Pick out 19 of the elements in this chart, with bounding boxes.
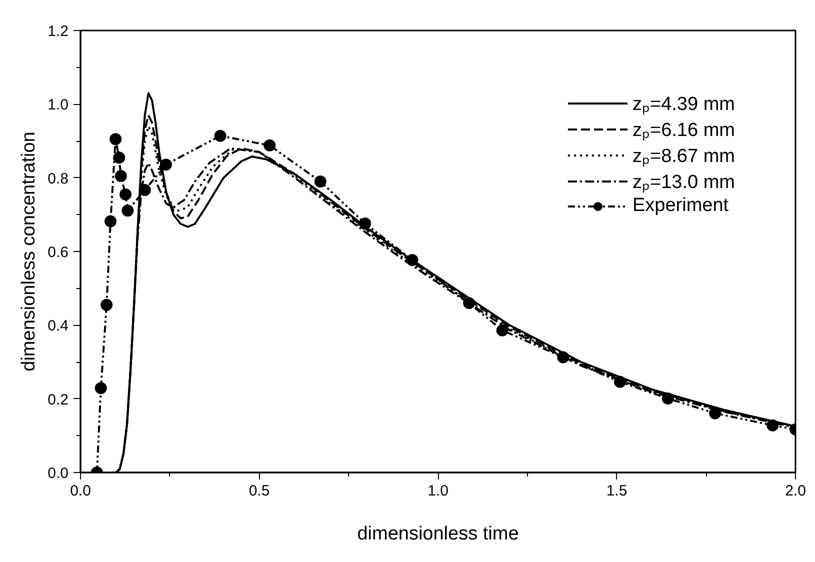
y-axis-title: dimensionless concentration xyxy=(18,132,40,372)
x-tick-label: 1.5 xyxy=(606,482,628,500)
x-axis-title: dimensionless time xyxy=(357,524,519,544)
y-tick-label: 0.4 xyxy=(48,318,69,335)
legend-label: zₚ=4.39 mm xyxy=(632,93,735,116)
legend-label: zₚ=8.67 mm xyxy=(632,145,735,168)
legend-label: zₚ=6.16 mm xyxy=(632,119,735,142)
x-tick-label: 2.0 xyxy=(785,482,806,500)
x-tick-label: 0.0 xyxy=(70,482,91,500)
legend-label: Experiment xyxy=(632,194,729,218)
y-tick-label: 1.0 xyxy=(48,96,69,114)
legend-label: zₚ=13.0 mm xyxy=(632,171,735,194)
y-tick-label: 0.6 xyxy=(48,244,69,261)
x-tick-label: 1.0 xyxy=(428,482,448,500)
x-tick-label: 0.5 xyxy=(248,482,270,500)
y-tick-label: 1.2 xyxy=(48,23,69,40)
y-tick-label: 0.0 xyxy=(48,465,69,482)
y-tick-label: 0.8 xyxy=(48,170,69,188)
y-tick-label: 0.2 xyxy=(48,391,69,408)
